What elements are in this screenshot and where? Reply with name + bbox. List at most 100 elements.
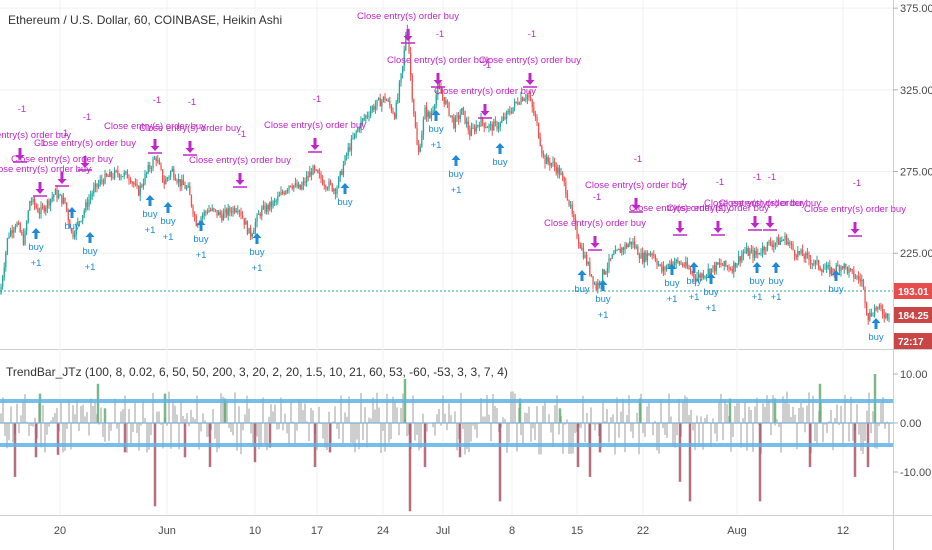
candle-body bbox=[98, 183, 100, 187]
plus-one-label: +1 bbox=[451, 185, 462, 196]
candle-body bbox=[845, 264, 847, 267]
candle-body bbox=[502, 117, 505, 121]
candle-body bbox=[291, 186, 293, 189]
close-entry-label: Close entry(s) order buy bbox=[804, 204, 906, 215]
candle-body bbox=[659, 264, 661, 266]
candle-body bbox=[467, 121, 469, 131]
buy-arrow-shaft bbox=[498, 148, 502, 154]
candle-body bbox=[693, 273, 695, 278]
candle-body bbox=[456, 115, 458, 118]
close-arrow-head bbox=[631, 205, 641, 210]
buy-arrow-shaft bbox=[199, 225, 203, 231]
close-arrow-shaft bbox=[188, 141, 192, 148]
plus-one-label: +1 bbox=[752, 292, 763, 303]
minus-one-label: -1 bbox=[238, 129, 246, 140]
candle-body bbox=[882, 309, 884, 315]
buy-label: buy bbox=[64, 221, 80, 232]
candle-body bbox=[848, 268, 850, 274]
candle-body bbox=[189, 185, 191, 196]
candle-body bbox=[706, 274, 708, 277]
candle-body bbox=[147, 165, 149, 173]
candle-body bbox=[101, 179, 103, 181]
buy-arrow-head bbox=[689, 262, 699, 267]
price-axis[interactable]: 375.00 325.00 275.00 225.00 193.01 184.25 72:1… bbox=[893, 3, 932, 349]
candle-body bbox=[59, 194, 61, 196]
candle-body bbox=[501, 120, 503, 123]
buy-arrow-shaft bbox=[343, 188, 347, 194]
candle-body bbox=[186, 187, 188, 189]
candle-body bbox=[126, 171, 129, 179]
candle-body bbox=[614, 250, 617, 254]
buy-arrow-shaft bbox=[692, 267, 696, 273]
candle-body bbox=[333, 189, 335, 191]
candle-body bbox=[877, 306, 879, 309]
candle-body bbox=[310, 171, 313, 175]
candle-body bbox=[802, 249, 804, 256]
candle-body bbox=[298, 184, 300, 188]
candle-body bbox=[85, 202, 87, 211]
candle-body bbox=[19, 223, 21, 233]
candle-body bbox=[0, 286, 2, 295]
candle-body bbox=[442, 93, 444, 98]
candle-body bbox=[550, 163, 553, 166]
time-axis-label: 24 bbox=[377, 525, 389, 537]
candle-body bbox=[46, 200, 49, 208]
candle-body bbox=[314, 166, 316, 170]
buy-label: buy bbox=[428, 124, 444, 135]
candle-body bbox=[878, 305, 881, 307]
candle-body bbox=[171, 168, 173, 172]
candle-body bbox=[325, 185, 327, 189]
candle-body bbox=[5, 252, 7, 268]
buy-label: buy bbox=[82, 246, 98, 257]
candle-body bbox=[205, 211, 207, 213]
candle-body bbox=[235, 210, 237, 212]
candle-body bbox=[115, 170, 117, 172]
candle-body bbox=[670, 261, 673, 267]
time-axis-label: 17 bbox=[311, 525, 323, 537]
candle-body bbox=[661, 264, 663, 272]
chart-title: Ethereum / U.S. Dollar, 60, COINBASE, He… bbox=[8, 13, 282, 27]
buy-label: buy bbox=[703, 287, 719, 298]
time-axis[interactable]: 20 Jun 10 17 24 Jul 8 15 22 Aug 12 bbox=[54, 525, 849, 537]
candle-body bbox=[66, 202, 68, 211]
close-arrow-head bbox=[80, 163, 90, 168]
candle-body bbox=[832, 268, 834, 273]
candle-body bbox=[421, 134, 423, 148]
candle-body bbox=[875, 307, 877, 309]
candle-body bbox=[810, 259, 812, 265]
candle-body bbox=[818, 260, 820, 269]
oscillator-pane[interactable] bbox=[0, 374, 893, 512]
candle-body bbox=[480, 117, 482, 127]
candle-body bbox=[491, 124, 493, 131]
candle-body bbox=[728, 266, 730, 270]
candle-body bbox=[48, 200, 50, 206]
candle-body bbox=[138, 186, 140, 196]
candle-body bbox=[154, 158, 156, 160]
candle-body bbox=[112, 176, 114, 178]
candle-body bbox=[434, 105, 436, 111]
candle-body bbox=[440, 87, 442, 94]
buy-label: buy bbox=[337, 197, 353, 208]
candle-body bbox=[776, 237, 778, 243]
close-arrow-head bbox=[403, 36, 413, 41]
candle-body bbox=[827, 265, 829, 267]
close-arrow-shaft bbox=[528, 73, 532, 80]
candle-body bbox=[730, 269, 732, 271]
candle-body bbox=[192, 205, 194, 215]
candle-body bbox=[213, 208, 215, 210]
candle-body bbox=[67, 210, 69, 221]
candle-body bbox=[218, 211, 220, 216]
oscillator-axis[interactable]: 10.00 0.00 -10.00 bbox=[893, 369, 931, 479]
candle-body bbox=[414, 114, 417, 128]
candle-body bbox=[611, 254, 613, 259]
candle-body bbox=[304, 181, 306, 183]
candle-body bbox=[517, 102, 519, 105]
candle-body bbox=[232, 208, 234, 214]
candle-body bbox=[338, 177, 340, 188]
candle-body bbox=[427, 112, 429, 118]
candle-body bbox=[395, 102, 397, 119]
candle-body bbox=[781, 240, 783, 242]
candle-body bbox=[466, 121, 468, 124]
candle-body bbox=[418, 144, 420, 152]
